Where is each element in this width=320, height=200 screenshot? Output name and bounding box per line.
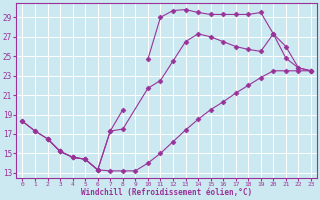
X-axis label: Windchill (Refroidissement éolien,°C): Windchill (Refroidissement éolien,°C)	[81, 188, 252, 197]
